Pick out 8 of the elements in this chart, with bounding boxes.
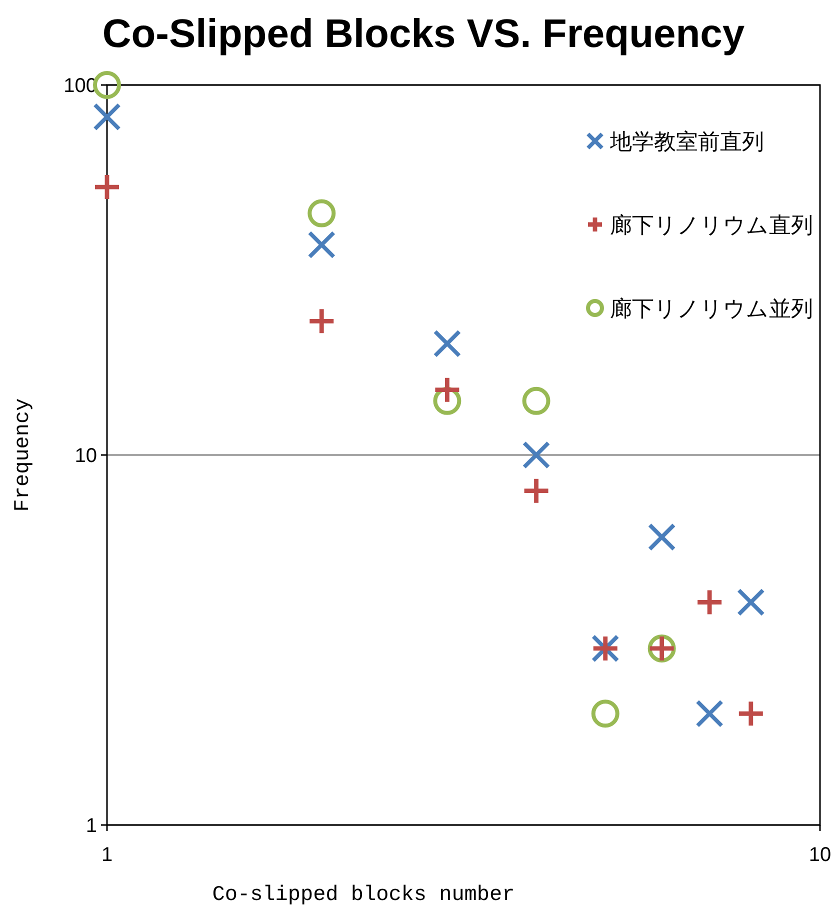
y-axis-title: Frequency: [12, 398, 35, 512]
legend-label: 地学教室前直列: [609, 129, 764, 154]
x-axis-title: Co-slipped blocks number: [212, 884, 515, 907]
legend-label: 廊下リノリウム直列: [610, 212, 813, 238]
legend-label: 廊下リノリウム並列: [610, 296, 813, 321]
chart-title: Co-Slipped Blocks VS. Frequency: [102, 12, 746, 56]
y-tick-label: 10: [74, 445, 97, 467]
y-tick-label: 1: [86, 815, 97, 837]
